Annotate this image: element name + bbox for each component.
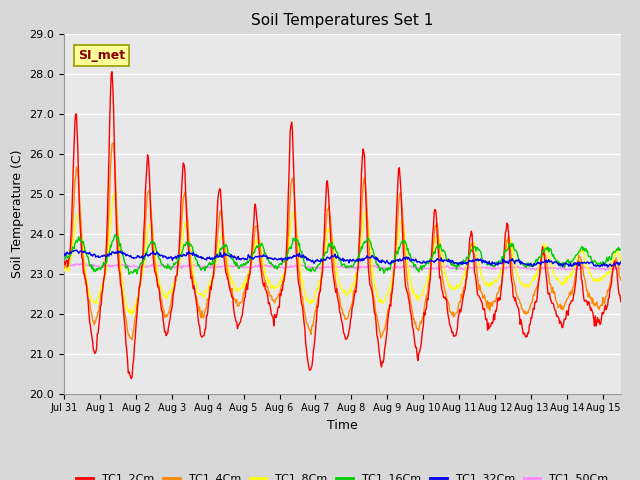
TC1_16Cm [111,232,119,238]
Line: TC1_2Cm: TC1_2Cm [64,72,621,379]
TC1_50Cm [60,263,68,268]
TC1_32Cm [214,254,222,260]
TC1_32Cm [411,258,419,264]
TC1_8Cm [428,258,436,264]
TC1_8Cm [129,308,137,313]
TC1_16Cm [60,256,68,262]
TC1_2Cm [215,189,223,194]
TC1_50Cm [185,262,193,267]
TC1_8Cm [617,258,625,264]
TC1_50Cm [617,265,625,271]
X-axis label: Time: Time [327,419,358,432]
TC1_32Cm [72,247,80,253]
TC1_4Cm [617,277,625,283]
TC1_16Cm [125,271,133,277]
TC1_50Cm [76,261,84,266]
TC1_4Cm [215,221,223,227]
Text: SI_met: SI_met [78,49,125,62]
TC1_8Cm [111,190,118,196]
TC1_16Cm [428,255,436,261]
TC1_4Cm [128,336,136,342]
TC1_2Cm [412,345,419,350]
TC1_2Cm [428,247,436,253]
TC1_4Cm [109,140,117,146]
TC1_16Cm [412,262,419,268]
TC1_2Cm [129,361,137,367]
Line: TC1_32Cm: TC1_32Cm [64,250,621,267]
Line: TC1_4Cm: TC1_4Cm [64,143,621,339]
TC1_50Cm [70,263,78,268]
TC1_4Cm [428,255,436,261]
TC1_16Cm [186,243,193,249]
TC1_4Cm [60,264,68,269]
TC1_4Cm [412,320,419,325]
TC1_50Cm [214,263,222,269]
TC1_8Cm [128,312,136,318]
TC1_32Cm [428,258,435,264]
TC1_16Cm [129,270,137,276]
TC1_2Cm [108,69,116,74]
TC1_16Cm [70,246,78,252]
TC1_4Cm [70,198,78,204]
TC1_16Cm [215,253,223,259]
TC1_16Cm [617,247,625,252]
Title: Soil Temperatures Set 1: Soil Temperatures Set 1 [252,13,433,28]
TC1_4Cm [186,245,193,251]
Y-axis label: Soil Temperature (C): Soil Temperature (C) [11,149,24,278]
TC1_50Cm [128,264,136,270]
Line: TC1_8Cm: TC1_8Cm [64,193,621,315]
TC1_4Cm [129,330,137,336]
TC1_8Cm [186,240,193,246]
TC1_32Cm [617,259,625,265]
TC1_2Cm [70,141,78,147]
Legend: TC1_2Cm, TC1_4Cm, TC1_8Cm, TC1_16Cm, TC1_32Cm, TC1_50Cm: TC1_2Cm, TC1_4Cm, TC1_8Cm, TC1_16Cm, TC1… [72,469,613,480]
TC1_2Cm [186,260,193,265]
Line: TC1_16Cm: TC1_16Cm [64,235,621,274]
TC1_32Cm [185,249,193,254]
TC1_32Cm [60,252,68,257]
TC1_2Cm [127,376,135,382]
Line: TC1_50Cm: TC1_50Cm [64,264,621,270]
TC1_2Cm [617,299,625,305]
TC1_32Cm [128,255,136,261]
TC1_50Cm [428,266,435,272]
TC1_32Cm [70,248,78,253]
TC1_8Cm [70,233,78,239]
TC1_50Cm [411,264,419,270]
TC1_50Cm [602,267,609,273]
TC1_8Cm [60,266,68,272]
TC1_8Cm [215,242,223,248]
TC1_8Cm [412,294,419,300]
TC1_2Cm [60,258,68,264]
TC1_32Cm [604,264,611,270]
